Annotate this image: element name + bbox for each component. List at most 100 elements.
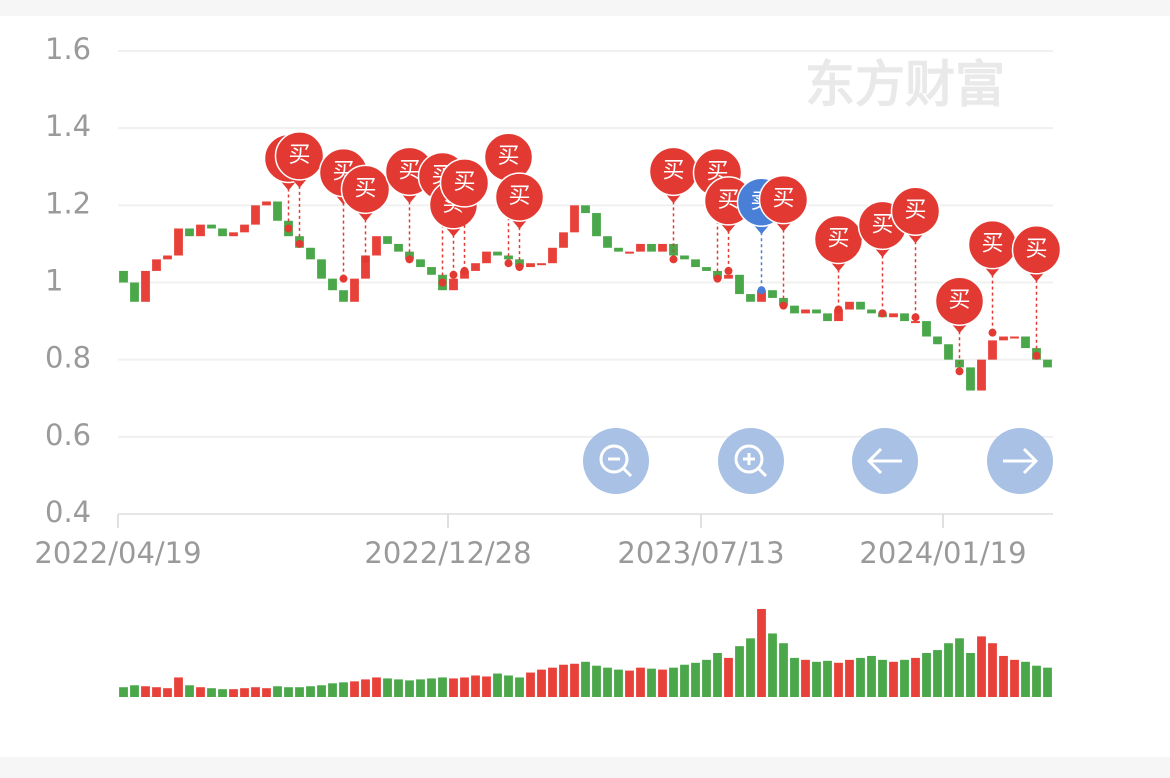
x-tick-label: 2022/12/28 — [364, 536, 531, 570]
signal-point — [284, 224, 293, 233]
candle-body — [383, 236, 392, 244]
candle-body — [768, 290, 777, 298]
volume-bar — [559, 664, 568, 697]
candle-body — [141, 270, 150, 302]
volume-bar — [416, 679, 425, 697]
right-button[interactable] — [987, 428, 1053, 494]
candle-body — [229, 232, 238, 237]
volume-bar — [449, 678, 458, 697]
volume-bar — [240, 688, 249, 697]
signal-balloon — [340, 164, 391, 215]
candle-body — [658, 243, 667, 252]
candle-body — [603, 236, 612, 248]
candle-body — [592, 213, 601, 237]
y-tick-label: 1 — [45, 264, 63, 298]
signal-label: 买 — [948, 288, 970, 313]
candle-body — [834, 309, 843, 322]
signal-point — [1032, 351, 1041, 360]
signal-label: 买 — [904, 198, 926, 223]
candle-body — [427, 267, 436, 275]
signal-balloon — [274, 131, 325, 181]
volume-bar — [537, 669, 546, 697]
candle-body — [537, 263, 546, 266]
volume-bar — [988, 643, 997, 697]
candle-body — [119, 270, 128, 283]
volume-bar — [306, 686, 315, 697]
candle-body — [471, 263, 480, 271]
volume-bar — [680, 664, 689, 697]
volume-bar — [339, 682, 348, 697]
volume-bar — [1021, 661, 1030, 697]
volume-bar — [746, 638, 755, 697]
volume-bar — [977, 636, 986, 697]
y-tick-label: 0.8 — [45, 341, 91, 375]
candle-body — [724, 274, 733, 279]
candle-body — [933, 336, 942, 345]
volume-bar — [955, 638, 964, 697]
volume-bar — [515, 677, 524, 697]
candle-body — [130, 282, 139, 302]
panel — [0, 16, 1170, 757]
volume-bar — [482, 676, 491, 697]
volume-bar — [196, 687, 205, 697]
signal-point — [713, 274, 722, 283]
volume-bar — [185, 685, 194, 697]
candle-body — [944, 344, 953, 360]
x-tick-label: 2023/07/13 — [617, 536, 784, 570]
candle-body — [900, 313, 909, 322]
volume-bar — [724, 657, 733, 697]
zoom-out-button[interactable] — [583, 428, 649, 494]
candle-body — [328, 278, 337, 291]
volume-bar — [812, 661, 821, 697]
candle-body — [251, 205, 260, 225]
candle-body — [559, 232, 568, 248]
volume-bar — [1043, 667, 1052, 697]
volume-bar — [361, 679, 370, 697]
candle-body — [691, 259, 700, 268]
volume-bar — [328, 683, 337, 697]
volume-bar — [691, 662, 700, 697]
candle-body — [449, 278, 458, 291]
signal-point — [361, 255, 370, 264]
candle-body — [372, 236, 381, 256]
signal-label: 买 — [717, 188, 739, 213]
signal-point — [878, 309, 887, 318]
candle-body — [526, 263, 535, 268]
volume-bar — [581, 661, 590, 697]
volume-bar — [350, 681, 359, 697]
signal-balloon — [890, 186, 941, 236]
x-tick-label: 2024/01/19 — [859, 536, 1026, 570]
left-button[interactable] — [852, 428, 918, 494]
candle-body — [856, 301, 865, 310]
volume-bar — [471, 675, 480, 697]
volume-bar — [614, 669, 623, 697]
candle-body — [339, 290, 348, 302]
candle-body — [680, 255, 689, 260]
candle-body — [823, 313, 832, 322]
volume-bar — [625, 670, 634, 697]
volume-bar — [702, 659, 711, 697]
volume-bar — [273, 686, 282, 697]
candle-body — [735, 274, 744, 295]
candle-body — [350, 278, 359, 302]
y-tick-label: 0.6 — [45, 418, 91, 452]
signal-label: 买 — [497, 144, 519, 169]
candle-body — [152, 259, 161, 271]
volume-bar — [669, 667, 678, 697]
zoom-in-button[interactable] — [718, 428, 784, 494]
volume-bar — [130, 685, 139, 697]
signal-point — [449, 270, 458, 279]
volume-bar — [856, 657, 865, 697]
volume-bar — [845, 659, 854, 697]
y-tick-label: 1.4 — [45, 109, 91, 143]
x-tick-label: 2022/04/19 — [34, 536, 201, 570]
y-tick-label: 1.6 — [45, 32, 91, 66]
volume-bar — [911, 657, 920, 697]
signal-point — [295, 239, 304, 248]
signal-point — [460, 266, 469, 275]
candle-body — [493, 251, 502, 256]
candle-body — [581, 205, 590, 214]
candle-body — [614, 247, 623, 252]
volume-bar — [779, 643, 788, 697]
volume-bar — [394, 679, 403, 697]
